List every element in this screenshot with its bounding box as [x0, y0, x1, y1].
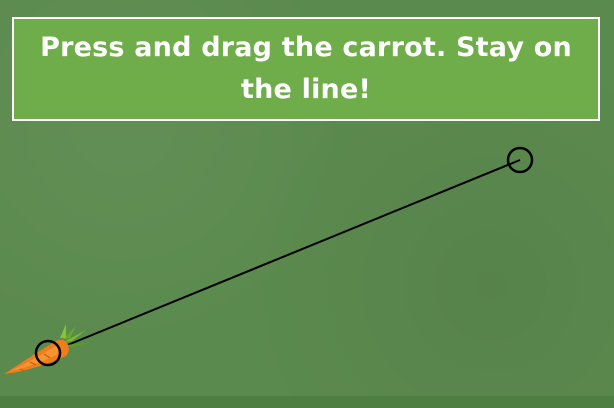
instruction-text: Press and drag the carrot. Stay on the l…	[40, 32, 572, 105]
start-circle-icon[interactable]	[34, 339, 62, 367]
carrot-icon[interactable]	[4, 324, 92, 374]
instruction-banner: Press and drag the carrot. Stay on the l…	[12, 17, 600, 121]
path-line	[47, 159, 521, 354]
end-circle-icon	[506, 146, 534, 174]
bottom-strip	[0, 396, 614, 408]
